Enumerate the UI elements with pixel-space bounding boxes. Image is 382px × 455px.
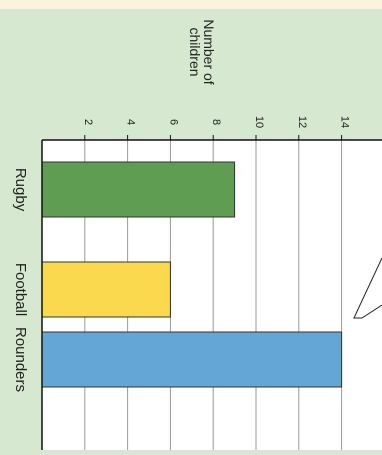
axis-title-line: Number of (201, 19, 217, 84)
tick-label: 2 (82, 119, 94, 125)
category-labels: Rugby Football Rounders (12, 168, 29, 392)
bar-rugby (41, 161, 236, 218)
tick-label: 12 (296, 116, 308, 128)
tick-label: 14 (339, 116, 351, 128)
tick-label: 4 (125, 119, 137, 125)
bar-football (41, 261, 171, 318)
bar-rounders (41, 331, 343, 388)
category-label: Rugby (12, 168, 29, 212)
tick-label: 8 (210, 119, 222, 125)
tick-marks (84, 135, 343, 140)
bars (41, 161, 343, 388)
category-label: Rounders (12, 327, 29, 392)
top-band (0, 0, 382, 9)
speech-callout (353, 257, 382, 319)
axis-title-line: children (187, 27, 203, 76)
axis-lines (41, 139, 382, 450)
tick-label: 6 (167, 119, 179, 125)
category-label: Football (12, 263, 29, 316)
tick-label: 10 (253, 116, 265, 128)
tick-labels: 2 4 6 8 10 12 14 (82, 116, 351, 128)
